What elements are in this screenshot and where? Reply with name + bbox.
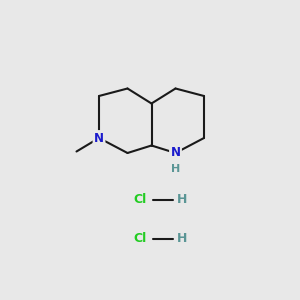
Text: N: N	[170, 146, 181, 160]
Text: Cl: Cl	[133, 193, 146, 206]
Text: Cl: Cl	[133, 232, 146, 245]
Text: H: H	[171, 164, 180, 174]
Text: H: H	[176, 193, 187, 206]
Text: N: N	[94, 131, 104, 145]
Text: H: H	[176, 232, 187, 245]
